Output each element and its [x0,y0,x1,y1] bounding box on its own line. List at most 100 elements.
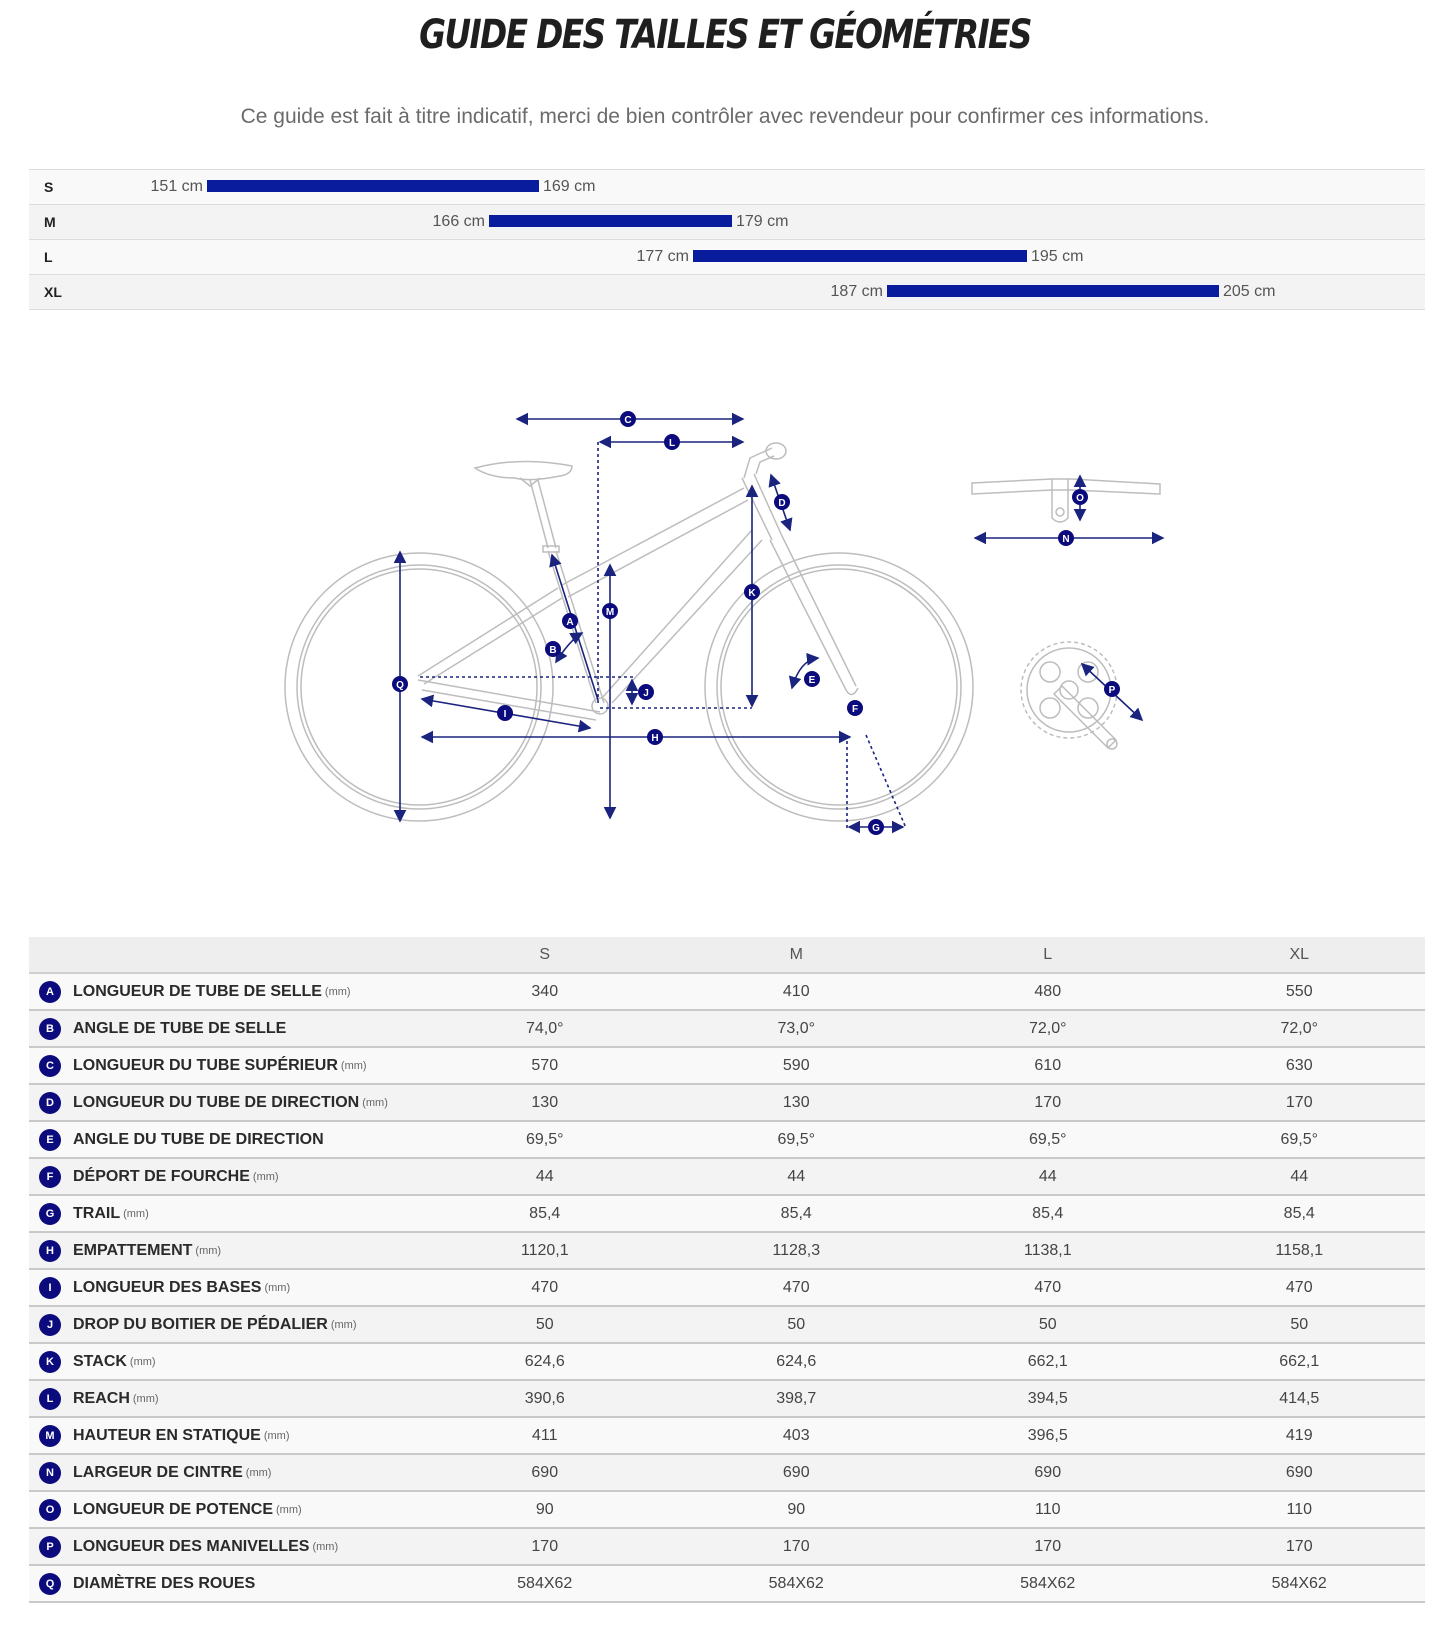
measurement-value: 690 [419,1454,671,1492]
measurement-label-cell: P LONGUEUR DES MANIVELLES (mm) [29,1528,419,1566]
table-row: I LONGUEUR DES BASES (mm) 470 470 470 470 [29,1269,1425,1307]
table-row: Q DIAMÈTRE DES ROUES 584X62 584X62 584X62 584… [29,1565,1425,1603]
measurement-value: 398,7 [670,1380,922,1418]
label-h: H [647,729,663,745]
size-min: 151 cm [150,178,203,195]
table-row: M HAUTEUR EN STATIQUE (mm) 411 403 396,5 419 [29,1417,1425,1455]
measurement-unit: (mm) [330,1318,357,1331]
measurement-key-badge: G [39,1202,61,1225]
measurement-unit: (mm) [263,1429,290,1442]
measurement-label-cell: B ANGLE DE TUBE DE SELLE [29,1010,419,1048]
label-l: L [664,434,680,450]
label-c: C [620,411,636,427]
label-j: J [638,684,654,700]
size-label: S [44,179,54,195]
label-o: O [1072,489,1088,505]
measurement-value: 550 [1173,973,1425,1011]
dimension-lines [393,412,1165,834]
measurement-key-badge: C [39,1054,61,1077]
svg-text:G: G [872,823,880,834]
page-subtitle: Ce guide est fait à titre indicatif, mer… [240,105,1210,128]
measurement-value: 50 [419,1306,671,1344]
measurement-value: 584X62 [1173,1565,1425,1603]
table-row: L REACH (mm) 390,6 398,7 394,5 414,5 [29,1380,1425,1418]
measurement-label-cell: Q DIAMÈTRE DES ROUES [29,1565,419,1603]
measurement-value: 690 [1173,1454,1425,1492]
size-max: 195 cm [1031,248,1084,265]
svg-text:M: M [606,607,614,618]
measurement-value: 170 [922,1528,1174,1566]
svg-text:N: N [1062,534,1069,545]
size-range-bar [207,180,539,192]
measurement-label: LONGUEUR DE POTENCE [73,1500,274,1518]
measurement-value: 72,0° [922,1010,1174,1048]
size-min: 177 cm [636,248,689,265]
measurement-value: 170 [1173,1528,1425,1566]
table-row: E ANGLE DU TUBE DE DIRECTION 69,5° 69,5° 69,… [29,1121,1425,1159]
measurement-label-cell: H EMPATTEMENT (mm) [29,1232,419,1270]
table-row: J DROP DU BOITIER DE PÉDALIER (mm) 50 50 50 50 [29,1306,1425,1344]
table-row: O LONGUEUR DE POTENCE (mm) 90 90 110 110 [29,1491,1425,1529]
measurement-unit: (mm) [362,1096,388,1109]
measurement-value: 394,5 [922,1380,1174,1418]
label-q: Q [392,676,408,692]
bike-geometry-diagram: C L D A M K B Q J E F I H G N O P [284,411,1165,835]
measurement-value: 419 [1173,1417,1425,1455]
label-e: E [804,671,820,687]
measurement-value: 44 [670,1158,922,1196]
measurement-key-badge: J [39,1313,61,1336]
table-row: F DÉPORT DE FOURCHE (mm) 44 44 44 44 [29,1158,1425,1196]
measurement-value: 340 [419,973,671,1011]
size-label: M [44,214,56,230]
measurement-label: LONGUEUR DU TUBE SUPÉRIEUR [73,1056,338,1074]
measurement-value: 170 [419,1528,671,1566]
handlebar-top-view [971,478,1161,523]
measurement-unit: (mm) [324,985,351,998]
label-d: D [774,494,790,510]
measurement-value: 50 [1173,1306,1425,1344]
label-a: A [562,613,578,629]
measurement-unit: (mm) [264,1281,291,1294]
size-range-chart: S 151 cm 169 cm M 166 cm 179 cm L 177 cm… [29,169,1425,310]
measurement-key-badge: B [39,1017,61,1040]
measurement-value: 50 [670,1306,922,1344]
table-row: H EMPATTEMENT (mm) 1120,1 1128,3 1138,1 1158,1 [29,1232,1425,1270]
measurement-label-cell: D LONGUEUR DU TUBE DE DIRECTION (mm) [29,1084,419,1122]
table-row: P LONGUEUR DES MANIVELLES (mm) 170 170 170 170 [29,1528,1425,1566]
measurement-unit: (mm) [195,1244,222,1257]
measurement-key-badge: O [39,1498,61,1521]
header-size-s: S [419,937,671,974]
size-range-bar [489,215,732,227]
size-min: 166 cm [432,213,485,230]
table-row: G TRAIL (mm) 85,4 85,4 85,4 85,4 [29,1195,1425,1233]
svg-text:E: E [809,675,816,686]
size-row-s: S 151 cm 169 cm [29,170,1425,205]
measurement-label: ANGLE DE TUBE DE SELLE [73,1019,287,1037]
table-header-row: S M L XL [29,937,1425,974]
measurement-key-badge: L [39,1387,61,1410]
measurement-key-badge: N [39,1461,61,1484]
measurement-label: DIAMÈTRE DES ROUES [73,1574,256,1592]
table-row: C LONGUEUR DU TUBE SUPÉRIEUR (mm) 570 590 610… [29,1047,1425,1085]
header-size-l: L [922,937,1174,974]
header-blank [29,937,419,974]
measurement-label-cell: K STACK (mm) [29,1343,419,1381]
size-max: 179 cm [736,213,789,230]
svg-text:P: P [1109,685,1116,696]
measurement-value: 396,5 [922,1417,1174,1455]
measurement-label: LONGUEUR DU TUBE DE DIRECTION [73,1093,360,1111]
measurement-key-badge: F [39,1165,61,1188]
measurement-value: 130 [419,1084,671,1122]
bike-outline [284,442,974,822]
measurement-label: STACK [73,1352,127,1370]
crankset-drawing [1020,641,1118,750]
svg-text:J: J [643,688,649,699]
measurement-value: 170 [922,1084,1174,1122]
measurement-label-cell: C LONGUEUR DU TUBE SUPÉRIEUR (mm) [29,1047,419,1085]
measurement-label-cell: O LONGUEUR DE POTENCE (mm) [29,1491,419,1529]
label-i: I [497,705,513,721]
measurement-value: 662,1 [922,1343,1174,1381]
measurement-key-badge: Q [39,1572,61,1595]
svg-text:O: O [1076,493,1084,504]
size-max: 169 cm [543,178,596,195]
